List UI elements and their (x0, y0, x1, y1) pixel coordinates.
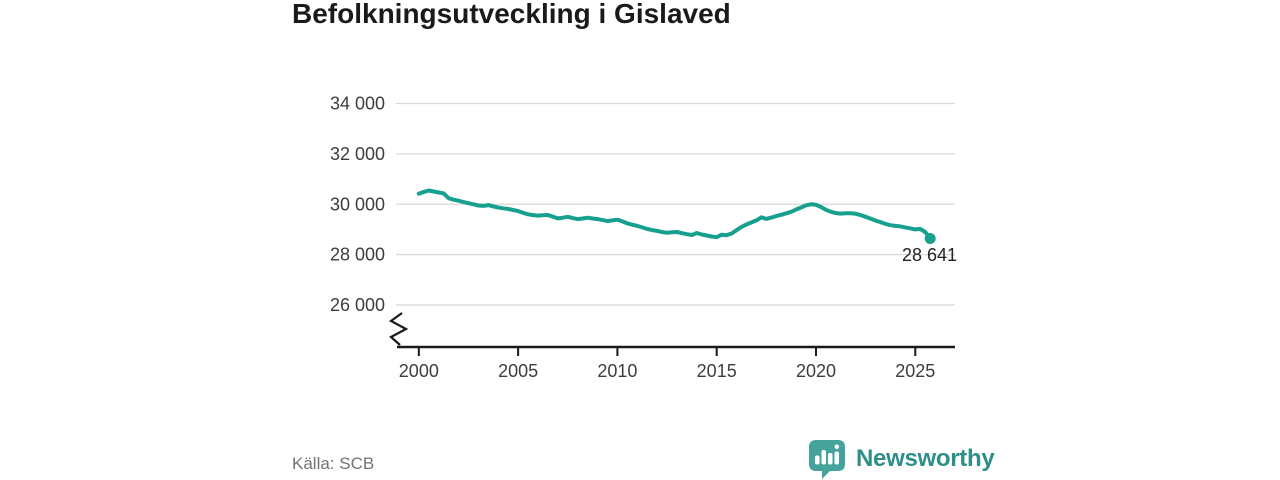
last-value-label: 28 641 (902, 245, 957, 265)
x-tick-label: 2020 (796, 361, 836, 381)
x-tick-label: 2015 (697, 361, 737, 381)
end-point-marker (924, 232, 936, 244)
y-tick-label: 34 000 (330, 94, 385, 114)
x-tick-label: 2000 (399, 361, 439, 381)
y-tick-label: 30 000 (330, 194, 385, 214)
chart-title: Befolkningsutveckling i Gislaved (292, 0, 731, 29)
y-tick-label: 26 000 (330, 295, 385, 315)
newsworthy-speech-bubble-chart-icon (809, 440, 845, 479)
population-line (416, 188, 933, 241)
x-tick-label: 2010 (597, 361, 637, 381)
newsworthy-logo: Newsworthy (806, 438, 995, 480)
x-tick-label: 2005 (498, 361, 538, 381)
y-axis-break (388, 312, 409, 346)
source-label: Källa: SCB (292, 454, 375, 473)
y-tick-label: 28 000 (330, 245, 385, 265)
x-tick-label: 2025 (895, 361, 935, 381)
newsworthy-wordmark: Newsworthy (856, 445, 995, 472)
y-tick-label: 32 000 (330, 144, 385, 164)
